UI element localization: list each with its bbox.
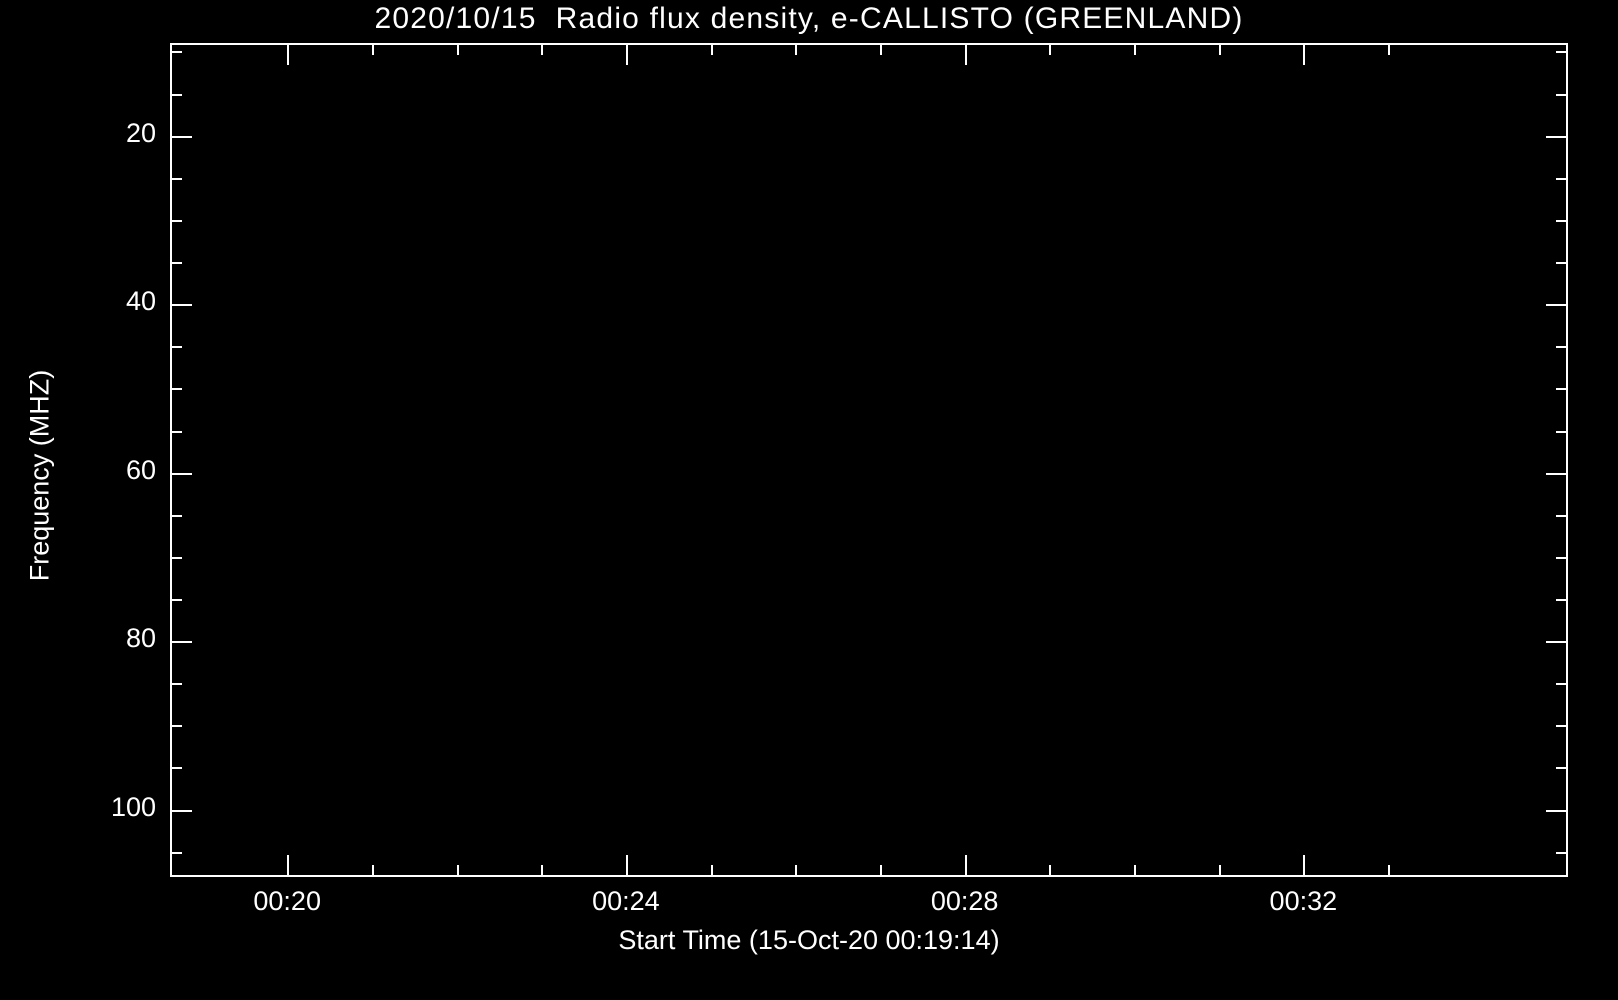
y-axis-minor-tick — [170, 94, 182, 96]
y-axis-minor-tick — [170, 262, 182, 264]
x-axis-tick-label: 00:28 — [930, 886, 999, 916]
y-axis-major-tick — [170, 641, 192, 643]
x-axis-minor-tick — [711, 865, 713, 877]
x-axis-minor-tick — [457, 865, 459, 877]
y-axis-major-tick — [170, 304, 192, 306]
x-axis-minor-tick — [880, 865, 882, 877]
y-axis-major-tick — [170, 136, 192, 138]
x-axis-tick-label: 00:32 — [1269, 886, 1338, 916]
x-axis-tick-label: 00:24 — [592, 886, 660, 916]
y-axis-minor-tick — [170, 346, 182, 348]
y-axis-minor-tick — [170, 388, 182, 390]
x-axis-minor-tick — [1049, 865, 1051, 877]
x-axis-minor-tick-top — [880, 43, 882, 55]
y-axis-title: Frequency (MHZ) — [24, 369, 55, 582]
x-axis-minor-tick-top — [1049, 43, 1051, 55]
x-axis-major-tick — [626, 855, 628, 877]
y-axis-major-tick-right — [1546, 304, 1568, 306]
x-axis-minor-tick — [1388, 865, 1390, 877]
y-axis-minor-tick-right — [1556, 852, 1568, 854]
y-axis-minor-tick — [170, 852, 182, 854]
y-axis-tick-label: 40 — [125, 286, 156, 317]
y-axis-minor-tick-right — [1556, 262, 1568, 264]
y-axis-minor-tick-right — [1556, 767, 1568, 769]
y-axis-tick-label: 80 — [125, 623, 156, 654]
y-axis-minor-tick-right — [1556, 431, 1568, 433]
y-axis-minor-tick — [170, 599, 182, 601]
x-axis-minor-tick — [541, 865, 543, 877]
x-axis-minor-tick-top — [711, 43, 713, 55]
y-axis-minor-tick-right — [1556, 220, 1568, 222]
y-axis-major-tick-right — [1546, 810, 1568, 812]
y-axis-minor-tick — [170, 431, 182, 433]
x-axis-major-tick — [287, 855, 289, 877]
x-axis-minor-tick-top — [541, 43, 543, 55]
x-axis-major-tick-top — [287, 43, 289, 65]
y-axis-tick-label: 60 — [125, 454, 156, 485]
y-axis-tick-label: 20 — [125, 117, 156, 148]
x-axis-tick-label: 00:20 — [253, 886, 321, 916]
y-axis-major-tick — [170, 810, 192, 812]
x-axis-minor-tick — [372, 865, 374, 877]
x-axis-minor-tick — [1219, 865, 1221, 877]
y-axis-minor-tick-right — [1556, 178, 1568, 180]
y-axis-tick-label: 100 — [110, 791, 156, 822]
x-axis-minor-tick-top — [1219, 43, 1221, 55]
x-axis-major-tick-top — [1303, 43, 1305, 65]
x-axis-title: Start Time (15-Oct-20 00:19:14) — [618, 925, 1000, 955]
y-axis-minor-tick — [170, 220, 182, 222]
y-axis-minor-tick-right — [1556, 515, 1568, 517]
page-title: 2020/10/15 Radio flux density, e-CALLIST… — [374, 2, 1244, 35]
y-axis-minor-tick-right — [1556, 388, 1568, 390]
y-axis-major-tick-right — [1546, 641, 1568, 643]
y-axis-minor-tick-right — [1556, 346, 1568, 348]
y-axis-minor-tick — [170, 557, 182, 559]
y-axis-minor-tick — [170, 515, 182, 517]
y-axis-minor-tick-right — [1556, 94, 1568, 96]
y-axis-minor-tick — [170, 178, 182, 180]
y-axis-minor-tick-right — [1556, 557, 1568, 559]
y-axis-major-tick-right — [1546, 473, 1568, 475]
x-axis-major-tick-top — [626, 43, 628, 65]
x-axis-minor-tick-top — [1388, 43, 1390, 55]
y-axis-minor-tick — [170, 725, 182, 727]
x-axis-major-tick — [1303, 855, 1305, 877]
x-axis-minor-tick-top — [457, 43, 459, 55]
y-axis-minor-tick — [170, 51, 182, 53]
y-axis-minor-tick — [170, 767, 182, 769]
x-axis-minor-tick — [795, 865, 797, 877]
x-axis-minor-tick-top — [372, 43, 374, 55]
y-axis-major-tick — [170, 473, 192, 475]
y-axis-minor-tick-right — [1556, 599, 1568, 601]
y-axis-minor-tick-right — [1556, 725, 1568, 727]
y-axis-major-tick-right — [1546, 136, 1568, 138]
plot-frame — [170, 43, 1568, 877]
x-axis-minor-tick-top — [1134, 43, 1136, 55]
x-axis-minor-tick-top — [795, 43, 797, 55]
x-axis-major-tick-top — [965, 43, 967, 65]
y-axis-minor-tick-right — [1556, 51, 1568, 53]
y-axis-minor-tick — [170, 683, 182, 685]
y-axis-minor-tick-right — [1556, 683, 1568, 685]
x-axis-minor-tick — [1134, 865, 1136, 877]
x-axis-major-tick — [965, 855, 967, 877]
